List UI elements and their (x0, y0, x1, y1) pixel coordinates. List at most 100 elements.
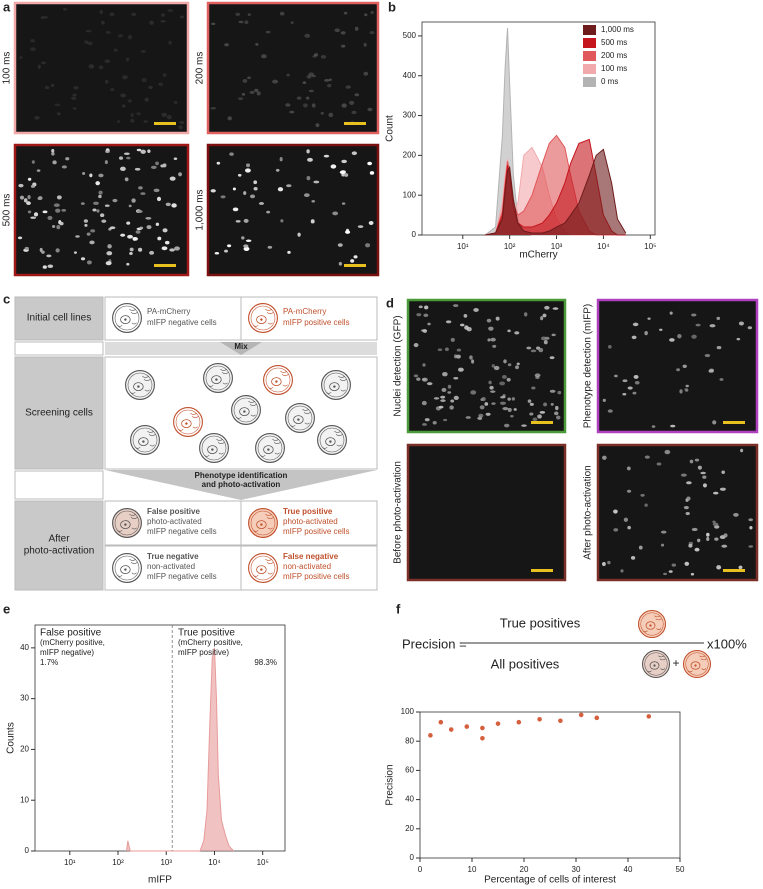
mix-label: Mix (234, 342, 248, 351)
nucleus-spot (607, 560, 611, 565)
nucleus-spot (328, 78, 333, 81)
nucleus-spot (450, 399, 455, 403)
nucleus-spot (34, 116, 40, 120)
nucleus-spot (130, 118, 135, 123)
legend-label: 200 ms (601, 51, 627, 60)
nucleus-spot (704, 353, 711, 358)
y-tick-label: 200 (403, 150, 417, 159)
nucleus-spot (243, 244, 249, 248)
nucleus-spot (748, 518, 753, 522)
nucleus-spot (245, 239, 252, 243)
nucleus-spot (216, 161, 221, 165)
nucleus-spot (544, 305, 550, 310)
nucleus-spot (438, 405, 444, 409)
x-axis-label: mIFP (148, 875, 172, 886)
nucleus-spot (238, 97, 244, 101)
nucleus-spot (84, 40, 89, 44)
nucleus-spot (310, 219, 315, 224)
nucleus-spot (89, 173, 93, 178)
nucleus-spot (437, 348, 443, 352)
nucleus-spot (38, 196, 43, 201)
nucleus-spot (56, 112, 61, 116)
nucleus-spot (75, 235, 80, 238)
nucleus-spot (644, 455, 650, 459)
nucleus-spot (626, 466, 631, 471)
nucleus-spot (465, 416, 471, 419)
nucleus-spot (243, 246, 250, 251)
nucleus-spot (169, 248, 175, 252)
nucleus-spot (305, 96, 310, 100)
nucleus-spot (311, 103, 316, 108)
nucleus-spot (320, 111, 324, 115)
formula: True positives (500, 615, 581, 630)
nucleus-spot (488, 326, 494, 331)
nucleus-spot (460, 323, 465, 327)
outcome-text: non-activated (147, 562, 195, 571)
nucleus-spot (153, 188, 160, 193)
nucleus-spot (127, 99, 132, 103)
nucleus-spot (543, 340, 548, 345)
nucleus-spot (101, 219, 107, 223)
nucleus-spot (694, 458, 700, 462)
nucleus-spot (607, 409, 613, 413)
nucleus-spot (129, 252, 133, 256)
nucleus-spot (338, 261, 343, 266)
nucleus-spot (478, 416, 483, 420)
nucleus-spot (140, 149, 146, 154)
legend-label: 500 ms (601, 38, 627, 47)
y-tick-label: 400 (403, 71, 417, 80)
scatter-point (537, 717, 542, 722)
area-fill (485, 135, 626, 235)
micrograph (206, 1, 380, 135)
nucleus-spot (510, 415, 514, 418)
nucleus-spot (332, 211, 339, 216)
outcome-text: True positive (283, 507, 333, 516)
nucleus-spot (41, 250, 45, 254)
y-tick-label: 60 (405, 766, 414, 775)
nucleus-spot (51, 148, 55, 153)
cell-icon (248, 303, 278, 333)
nucleus-spot (40, 16, 44, 19)
nucleus-spot (702, 475, 707, 479)
nucleus-spot (178, 172, 182, 177)
nucleus-spot (59, 221, 64, 226)
nucleus-spot (685, 512, 690, 516)
nucleus-spot (695, 323, 701, 327)
nucleus-spot (241, 93, 246, 96)
nucleus-spot (109, 12, 115, 17)
nucleus-spot (479, 405, 485, 410)
nucleus-spot (343, 11, 348, 15)
nucleus-spot (369, 171, 375, 175)
nucleus-spot (155, 161, 159, 166)
nucleus-spot (343, 173, 349, 177)
scale-bar (531, 421, 553, 424)
nucleus-spot (507, 363, 512, 367)
y-tick-label: 500 (403, 31, 417, 40)
nucleus-spot (140, 192, 146, 195)
nucleus-spot (676, 368, 681, 372)
nucleus-spot (450, 337, 455, 342)
nucleus-spot (296, 96, 302, 100)
nucleus-spot (490, 390, 496, 393)
nucleus-spot (644, 503, 648, 507)
nucleus-spot (502, 407, 509, 411)
nucleus-spot (42, 265, 47, 269)
nucleus-spot (96, 209, 100, 213)
nucleus-spot (178, 125, 184, 130)
panel-letter: f (396, 601, 401, 616)
nucleus-spot (602, 455, 607, 460)
nucleus-spot (324, 79, 330, 82)
nucleus-spot (602, 398, 606, 402)
nucleus-spot (238, 20, 244, 24)
nucleus-spot (489, 385, 494, 390)
nucleus-spot (341, 159, 347, 164)
nucleus-spot (105, 150, 110, 153)
nucleus-spot (684, 561, 690, 566)
scatter-point (428, 733, 433, 738)
nucleus-spot (71, 96, 77, 100)
nucleus-spot (700, 471, 706, 475)
nucleus-spot (549, 356, 555, 360)
nucleus-spot (440, 395, 446, 399)
nucleus-spot (27, 210, 32, 214)
outcome-text: non-activated (283, 562, 331, 571)
